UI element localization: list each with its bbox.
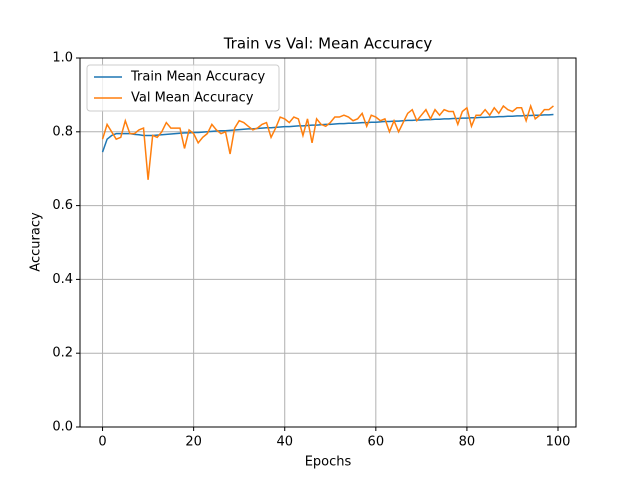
legend-label: Train Mean Accuracy bbox=[130, 70, 266, 85]
x-tick-label: 40 bbox=[276, 435, 293, 450]
y-tick-label: 0.2 bbox=[52, 346, 73, 361]
y-tick-label: 1.0 bbox=[52, 51, 73, 66]
legend-label: Val Mean Accuracy bbox=[131, 91, 254, 106]
y-axis-label: Accuracy bbox=[29, 212, 44, 272]
x-tick-label: 100 bbox=[546, 435, 571, 450]
y-tick-label: 0.4 bbox=[52, 272, 73, 287]
x-tick-label: 80 bbox=[459, 435, 476, 450]
y-tick-label: 0.0 bbox=[52, 420, 73, 435]
y-tick-label: 0.6 bbox=[52, 198, 73, 213]
x-tick-label: 0 bbox=[98, 435, 106, 450]
x-tick-label: 20 bbox=[185, 435, 202, 450]
data-line bbox=[101, 103, 554, 180]
chart-title: Train vs Val: Mean Accuracy bbox=[223, 35, 433, 53]
y-tick-label: 0.8 bbox=[52, 124, 73, 139]
legend-box bbox=[86, 64, 280, 112]
x-axis-label: Epochs bbox=[305, 455, 352, 470]
x-tick-label: 60 bbox=[368, 435, 385, 450]
plot-frame bbox=[79, 57, 577, 428]
